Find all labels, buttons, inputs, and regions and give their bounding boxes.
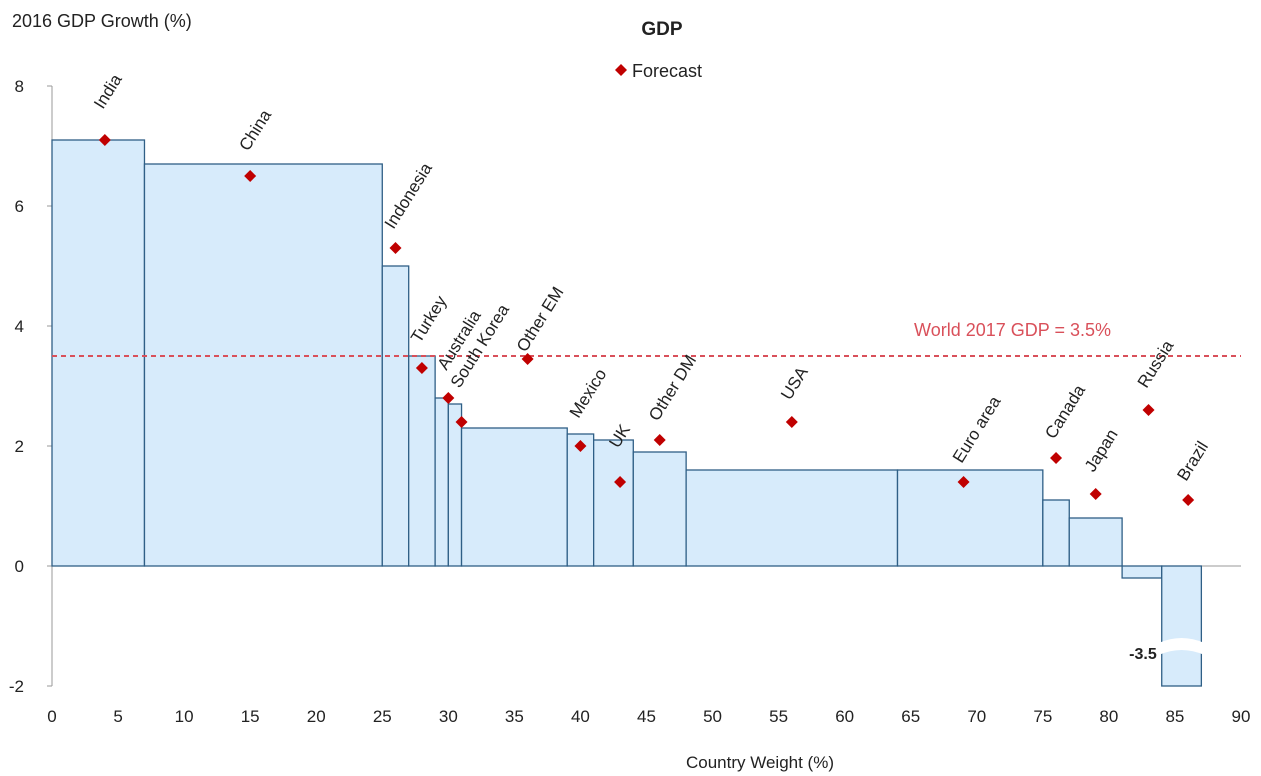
legend: Forecast — [615, 61, 702, 81]
country-label: Other DM — [645, 352, 700, 425]
x-tick-label: 30 — [439, 707, 458, 726]
x-tick-label: 40 — [571, 707, 590, 726]
chart-title: GDP — [641, 19, 683, 40]
x-tick-label: 85 — [1165, 707, 1184, 726]
forecast-marker — [1089, 488, 1102, 500]
bar-other-em — [460, 427, 568, 567]
y-axis-title: 2016 GDP Growth (%) — [12, 11, 192, 31]
x-tick-label: 80 — [1099, 707, 1118, 726]
country-label: USA — [777, 363, 812, 403]
country-label: Mexico — [566, 365, 611, 421]
x-tick-label: 25 — [373, 707, 392, 726]
x-tick-label: 50 — [703, 707, 722, 726]
bar-russia — [1121, 565, 1163, 579]
forecast-marker — [98, 134, 111, 146]
y-tick-label: 6 — [15, 197, 24, 216]
country-label: Other EM — [513, 283, 568, 355]
x-tick-label: 10 — [175, 707, 194, 726]
x-tick-label: 90 — [1232, 707, 1251, 726]
x-tick-label: 75 — [1033, 707, 1052, 726]
x-tick-label: 65 — [901, 707, 920, 726]
y-tick-label: 2 — [15, 437, 24, 456]
forecast-marker — [653, 434, 666, 446]
truncated-bar-label: -3.5 — [1129, 646, 1157, 663]
forecast-marker — [785, 416, 798, 428]
bar-mexico — [566, 433, 595, 567]
country-label: Turkey — [407, 292, 451, 346]
country-label: India — [90, 70, 126, 112]
bar-uk — [593, 439, 634, 567]
x-axis-title: Country Weight (%) — [686, 753, 834, 772]
forecast-marker — [1182, 494, 1195, 506]
x-tick-label: 0 — [47, 707, 56, 726]
y-tick-label: 0 — [15, 557, 24, 576]
country-label: China — [235, 106, 275, 154]
x-tick-label: 5 — [113, 707, 122, 726]
bar-japan — [1068, 517, 1123, 567]
x-tick-label: 55 — [769, 707, 788, 726]
y-tick-label: 8 — [15, 77, 24, 96]
country-label: Japan — [1081, 426, 1122, 475]
bar-india — [51, 139, 146, 567]
y-tick-label: 4 — [15, 317, 24, 336]
bar-south-korea — [447, 403, 463, 567]
x-tick-label: 20 — [307, 707, 326, 726]
bar-canada — [1042, 499, 1070, 567]
bar-other-dm — [632, 451, 687, 567]
forecast-marker — [614, 476, 627, 488]
bar-australia — [434, 397, 449, 567]
axis-break-mark — [1158, 638, 1205, 655]
bar-turkey — [408, 355, 436, 567]
forecast-marker — [244, 170, 257, 182]
forecast-marker — [415, 362, 428, 374]
bar-euro-area — [896, 469, 1044, 567]
x-tick-label: 70 — [967, 707, 986, 726]
legend-forecast-marker — [615, 64, 627, 76]
country-label: Canada — [1041, 381, 1089, 442]
forecast-marker — [455, 416, 468, 428]
country-label: Euro area — [949, 392, 1005, 466]
country-label: Russia — [1134, 337, 1178, 392]
forecast-marker — [1050, 452, 1063, 464]
bar-brazil — [1161, 565, 1203, 687]
legend-forecast-label: Forecast — [632, 61, 702, 81]
forecast-marker — [574, 440, 587, 452]
x-tick-label: 15 — [241, 707, 260, 726]
forecast-marker — [521, 353, 534, 365]
bar-indonesia — [381, 265, 410, 567]
forecast-marker — [442, 392, 455, 404]
reference-line-label: World 2017 GDP = 3.5% — [914, 320, 1111, 340]
country-label: Indonesia — [381, 159, 436, 232]
x-tick-label: 45 — [637, 707, 656, 726]
x-tick-label: 60 — [835, 707, 854, 726]
y-tick-label: -2 — [9, 677, 24, 696]
country-label: Brazil — [1173, 438, 1212, 484]
bar-china — [143, 163, 383, 567]
forecast-marker — [1142, 404, 1155, 416]
forecast-marker — [957, 476, 970, 488]
bar-usa — [685, 469, 899, 567]
forecast-marker — [389, 242, 402, 254]
x-tick-label: 35 — [505, 707, 524, 726]
